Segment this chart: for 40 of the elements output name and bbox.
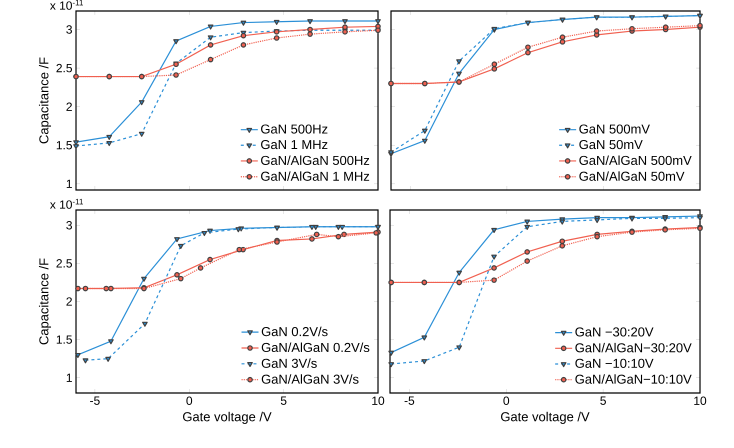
- legend-label: GaN 0.2V/s: [262, 326, 328, 336]
- legend-label: GaN/AlGaN 500Hz: [261, 155, 370, 165]
- legend-label: GaN −30:20V: [575, 327, 654, 337]
- legend-label: GaN 1 MHz: [261, 140, 328, 150]
- text: x 10$^{-11}$: [50, 0, 83, 10]
- x-tick-label: 10: [694, 396, 706, 405]
- legend-label: GaN 50mV: [579, 140, 643, 150]
- legend-label: GaN −10:10V: [575, 358, 654, 368]
- x-tick-label: 0: [186, 396, 192, 405]
- legend-label: GaN 500Hz: [261, 124, 328, 134]
- legend-label: GaN/AlGaN 0.2V/s: [262, 342, 370, 352]
- x-tick-label: 0: [503, 396, 510, 405]
- x-tick-label: -5: [404, 396, 414, 405]
- y-tick-label: 2: [66, 297, 72, 306]
- y-axis-title: Capacitance /F: [38, 57, 52, 144]
- text: x 10$^{-11}$: [50, 198, 83, 209]
- x-tick-label: 5: [280, 396, 286, 405]
- legend-label: GaN/AlGaN−10:10V: [575, 374, 692, 384]
- y-tick-label: 1.5: [56, 141, 72, 150]
- legend-label: GaN/AlGaN 50mV: [579, 171, 684, 181]
- y-tick-label: 1: [66, 374, 72, 382]
- legend-label: GaN/AlGaN−30:20V: [575, 342, 692, 352]
- x-axis-title: Gate voltage /V: [501, 412, 590, 424]
- legend-label: GaN/AlGaN 1 MHz: [261, 171, 370, 181]
- x-tick-label: 10: [372, 396, 384, 405]
- x-tick-label: 5: [600, 396, 606, 405]
- legend-label: GaN 3V/s: [262, 358, 317, 368]
- x-axis-title: Gate voltage /V: [183, 412, 272, 424]
- y-tick-label: 3: [66, 221, 72, 230]
- y-tick-label: 1.5: [56, 335, 72, 344]
- legend-label: GaN/AlGaN 3V/s: [262, 374, 359, 384]
- x-tick-label: -5: [90, 396, 100, 405]
- y-tick-label: 2: [66, 102, 72, 111]
- legend-label: GaN/AlGaN 500mV: [579, 155, 692, 165]
- y-tick-label: 3: [66, 25, 72, 34]
- y-tick-label: 1: [66, 180, 72, 188]
- y-tick-label: 2.5: [56, 64, 72, 72]
- legend-label: GaN 500mV: [579, 124, 650, 134]
- y-axis-title: Capacitance /F: [38, 258, 52, 344]
- y-tick-label: 2.5: [56, 259, 72, 268]
